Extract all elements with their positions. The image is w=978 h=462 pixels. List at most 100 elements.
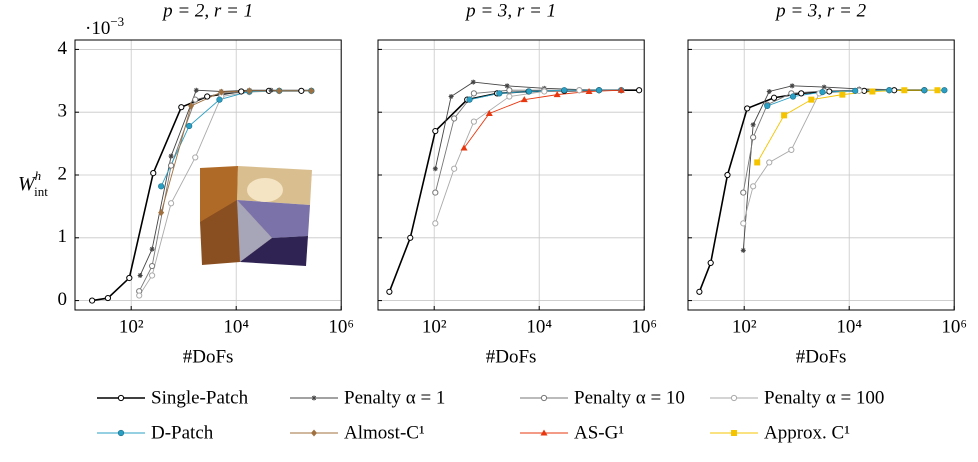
legend-label: Penalty α = 100	[764, 387, 884, 408]
marker	[158, 209, 165, 217]
marker	[168, 153, 174, 159]
surface-patch	[240, 236, 308, 266]
marker	[561, 87, 568, 94]
surface-patch	[237, 200, 310, 238]
x-tick-label: 10²	[422, 316, 447, 337]
marker	[150, 170, 157, 177]
marker	[525, 88, 533, 95]
marker	[460, 144, 468, 151]
legend-label: Approx. C¹	[764, 422, 850, 443]
marker	[89, 297, 96, 304]
panel-title: p = 3, r = 2	[774, 0, 867, 21]
marker	[167, 162, 175, 169]
y-tick-label: 2	[58, 163, 68, 184]
marker	[268, 87, 274, 93]
marker	[466, 96, 473, 103]
series-line	[160, 90, 312, 213]
marker	[744, 105, 751, 112]
marker	[869, 88, 876, 95]
marker	[781, 112, 788, 119]
panel-title: p = 3, r = 1	[464, 0, 556, 21]
y-tick-label: 1	[58, 226, 68, 247]
marker	[298, 87, 305, 94]
marker	[506, 87, 513, 94]
marker	[470, 118, 477, 125]
marker	[216, 96, 223, 103]
marker	[788, 146, 795, 153]
marker	[192, 154, 199, 161]
marker	[934, 87, 941, 94]
marker	[506, 93, 513, 100]
marker	[731, 430, 737, 436]
marker	[740, 220, 747, 227]
axes-frame	[687, 39, 955, 311]
series-line	[698, 89, 925, 293]
x-tick-label: 10⁴	[836, 316, 862, 337]
marker	[451, 115, 458, 122]
marker	[826, 88, 833, 95]
marker	[540, 429, 548, 436]
marker	[276, 87, 283, 95]
series-line	[756, 89, 938, 163]
series-line	[463, 89, 622, 149]
marker	[740, 247, 746, 253]
marker	[126, 274, 133, 282]
marker	[520, 96, 528, 103]
marker	[798, 90, 805, 97]
marker	[117, 429, 125, 437]
marker	[553, 91, 561, 98]
marker	[432, 166, 438, 172]
marker	[308, 87, 315, 95]
x-tick-label: 10²	[732, 316, 757, 337]
marker	[861, 87, 868, 94]
marker	[432, 220, 439, 227]
marker	[770, 94, 778, 101]
marker	[789, 93, 797, 100]
marker	[137, 272, 143, 278]
x-axis-label: #DoFs	[486, 346, 537, 367]
y-tick-label: 3	[58, 101, 68, 122]
marker	[485, 109, 493, 116]
legend-label: AS-G¹	[574, 422, 624, 443]
panel-title: p = 2, r = 1	[161, 0, 253, 21]
marker	[432, 127, 439, 135]
y-multiplier: ·10−3	[85, 14, 124, 39]
legend-label: Penalty α = 10	[574, 387, 685, 408]
marker	[136, 292, 143, 299]
marker	[193, 87, 199, 93]
x-axis-label: #DoFs	[796, 346, 847, 367]
marker	[218, 88, 225, 96]
marker	[238, 88, 245, 95]
marker	[617, 86, 625, 93]
marker	[158, 183, 165, 190]
marker	[901, 87, 908, 94]
legend-label: D-Patch	[151, 422, 214, 443]
marker	[407, 234, 414, 241]
marker	[188, 102, 195, 110]
series-line	[434, 89, 622, 193]
marker	[941, 87, 948, 94]
y-tick-label: 4	[58, 38, 68, 59]
marker	[766, 88, 772, 94]
marker	[311, 395, 317, 401]
marker	[595, 87, 603, 94]
y-tick-label: 0	[58, 289, 68, 310]
marker	[852, 87, 859, 94]
marker	[821, 84, 827, 90]
x-axis-label: #DoFs	[183, 346, 234, 367]
surface-patch	[237, 200, 272, 262]
marker	[764, 102, 771, 110]
marker	[104, 294, 112, 302]
marker	[192, 96, 199, 103]
marker	[707, 259, 714, 267]
axes-frame	[377, 39, 645, 311]
marker	[470, 90, 477, 97]
marker	[167, 200, 175, 207]
x-tick-label: 10²	[119, 316, 144, 337]
multiplier-base: ·10	[85, 18, 110, 39]
marker	[696, 288, 703, 295]
legend-label: Penalty α = 1	[344, 387, 445, 408]
marker	[750, 122, 756, 128]
y-axis-label: Wh int	[18, 168, 48, 199]
